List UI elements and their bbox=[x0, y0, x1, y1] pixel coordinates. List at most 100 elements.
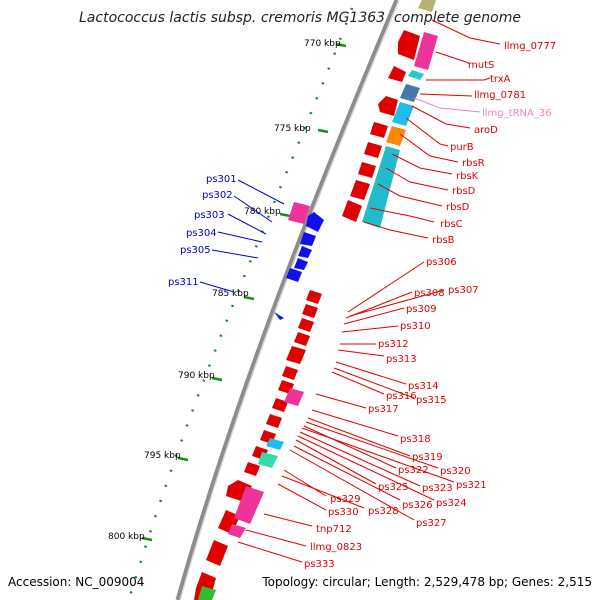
leader-line bbox=[363, 221, 429, 239]
gene-label: ps317 bbox=[368, 404, 399, 415]
gene-label: ps310 bbox=[400, 321, 431, 332]
leader-line bbox=[237, 541, 303, 563]
leader-line bbox=[369, 207, 435, 223]
leader-line bbox=[419, 93, 473, 97]
leader-line bbox=[307, 417, 411, 457]
leader-line bbox=[263, 513, 313, 527]
gene-label: ps333 bbox=[304, 559, 335, 570]
gene-feature bbox=[272, 398, 288, 412]
leader-line bbox=[289, 449, 415, 521]
gene-label: ps311 bbox=[168, 277, 199, 288]
genome-backbone bbox=[175, 0, 400, 600]
leader-line bbox=[411, 105, 471, 129]
leader-line bbox=[311, 409, 399, 437]
gene-feature bbox=[400, 84, 420, 102]
gene-feature bbox=[234, 486, 264, 524]
gene-feature bbox=[274, 312, 284, 320]
gene-label: rbsK bbox=[456, 171, 479, 182]
tick-marks bbox=[141, 42, 347, 542]
leader-line bbox=[435, 51, 471, 65]
leader-line bbox=[349, 289, 445, 317]
reverse-strand-features bbox=[274, 202, 324, 320]
gene-label: ps308 bbox=[414, 288, 445, 299]
leader-line bbox=[391, 153, 453, 175]
gene-feature bbox=[198, 586, 216, 600]
gene-label: llmg_tRNA_36 bbox=[482, 108, 552, 119]
gene-feature bbox=[206, 540, 228, 566]
gene-label: ps321 bbox=[456, 480, 487, 491]
gene-feature bbox=[414, 32, 438, 70]
gene-feature bbox=[370, 122, 388, 138]
leader-line bbox=[281, 475, 365, 509]
gene-label: rbsR bbox=[462, 158, 485, 169]
gene-feature bbox=[294, 258, 308, 270]
tick-label: 780 kbp bbox=[244, 207, 281, 217]
right-label-leaders bbox=[237, 19, 501, 563]
gene-label: ps302 bbox=[202, 190, 233, 201]
leader-line bbox=[347, 261, 425, 313]
tick-mark bbox=[177, 456, 189, 462]
gene-feature bbox=[294, 332, 310, 346]
left-label-leaders bbox=[199, 179, 285, 293]
gene-label: ps314 bbox=[408, 381, 439, 392]
gene-label: ps303 bbox=[194, 210, 225, 221]
leader-line bbox=[283, 469, 327, 497]
gene-feature bbox=[350, 180, 370, 200]
gene-label: rbsD bbox=[452, 186, 476, 197]
tick-label: 770 kbp bbox=[304, 39, 341, 49]
tick-mark bbox=[335, 42, 347, 48]
leader-line bbox=[233, 195, 273, 223]
gene-label: purB bbox=[450, 142, 474, 153]
gene-feature bbox=[300, 232, 316, 246]
gene-label: ps329 bbox=[330, 494, 361, 505]
gene-feature bbox=[392, 102, 414, 126]
gene-feature bbox=[388, 66, 406, 82]
leader-line bbox=[303, 425, 397, 469]
gene-label: ps327 bbox=[416, 518, 447, 529]
gene-feature bbox=[342, 200, 362, 222]
gene-feature bbox=[244, 462, 260, 476]
gene-label: ps323 bbox=[422, 483, 453, 494]
gene-label: tnp712 bbox=[316, 524, 352, 535]
gene-feature bbox=[282, 366, 298, 380]
leader-line bbox=[199, 281, 235, 293]
leader-line bbox=[399, 133, 459, 163]
leader-line bbox=[333, 367, 415, 399]
gene-feature bbox=[386, 126, 406, 146]
leader-line bbox=[405, 117, 449, 147]
gene-label: ps301 bbox=[206, 174, 237, 185]
leader-line bbox=[297, 435, 435, 501]
tick-label: 785 kbp bbox=[212, 289, 249, 299]
gene-feature bbox=[364, 142, 382, 158]
gene-label: trxA bbox=[490, 74, 511, 85]
gene-label: ps313 bbox=[386, 354, 417, 365]
gene-label: ps324 bbox=[436, 498, 467, 509]
gene-feature bbox=[266, 438, 284, 450]
leader-line bbox=[337, 349, 385, 357]
gene-label: aroD bbox=[474, 125, 498, 136]
tick-mark bbox=[141, 536, 153, 542]
gene-label: rbsC bbox=[440, 219, 463, 230]
gene-label: llmg_0781 bbox=[474, 90, 526, 101]
gene-label: mutS bbox=[468, 60, 494, 71]
leader-line bbox=[295, 439, 377, 485]
left-gene-labels: ps301 ps302 ps303 ps304 ps305 ps311 bbox=[168, 174, 237, 288]
gene-label: ps319 bbox=[412, 452, 443, 463]
tick-label: 800 kbp bbox=[108, 532, 145, 542]
leader-line bbox=[277, 483, 327, 511]
gene-label: rbsB bbox=[432, 235, 455, 246]
leader-line bbox=[331, 371, 385, 395]
leader-line bbox=[299, 431, 421, 487]
tick-mark bbox=[279, 212, 291, 218]
gene-feature bbox=[398, 30, 420, 60]
gene-label: llmg_0777 bbox=[504, 41, 556, 52]
gene-label: ps326 bbox=[402, 500, 433, 511]
gene-feature bbox=[286, 346, 306, 364]
leader-line bbox=[315, 393, 367, 409]
gene-feature bbox=[298, 246, 312, 258]
gene-label: ps316 bbox=[386, 391, 417, 402]
colored-features bbox=[198, 0, 438, 600]
gene-feature bbox=[378, 96, 398, 116]
gene-feature bbox=[284, 388, 304, 406]
gene-label: ps322 bbox=[398, 465, 429, 476]
